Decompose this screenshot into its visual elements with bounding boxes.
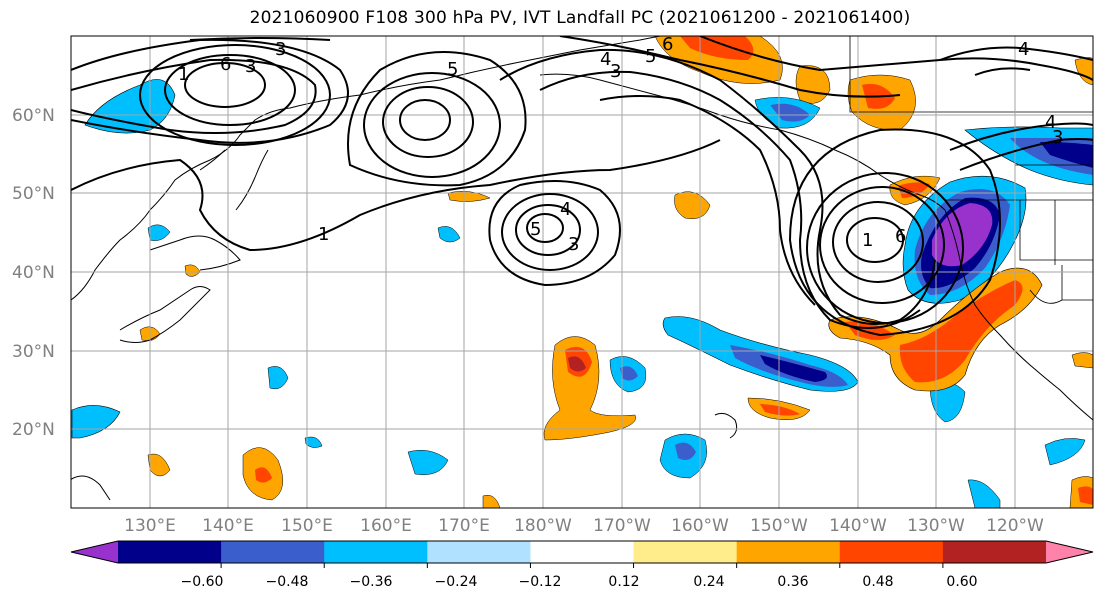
colorbar-segment [736, 541, 841, 563]
contour-label: 1 [862, 230, 873, 251]
contour-label: 1 [178, 64, 189, 85]
colorbar-segment [839, 541, 944, 563]
contour-label: 5 [645, 46, 656, 67]
political-boundaries [849, 36, 1093, 304]
colorbar-outline [70, 540, 1094, 564]
colorbar-tick-label: 0.48 [862, 574, 893, 590]
graticule [71, 36, 1093, 508]
contour-label: 3 [275, 39, 286, 60]
lon-label: 170°W [593, 516, 651, 536]
map-title: 2021060900 F108 300 hPa PV, IVT Landfall… [249, 8, 911, 28]
lat-label: 50°N [12, 184, 55, 204]
contour-label: 3 [610, 61, 621, 82]
latitude-labels: 60°N 50°N 40°N 30°N 20°N [12, 106, 55, 440]
lon-label: 130°W [907, 516, 965, 536]
contour-labels: 1 3 5 6 3 4 5 4 3 1 6 4 3 5 1 6 4 3 [178, 34, 1063, 255]
colorbar-tick-label: 0.12 [608, 574, 639, 590]
contour-label: 6 [220, 54, 231, 75]
colorbar-segment [530, 541, 635, 563]
colorbar-segment [324, 541, 428, 563]
contour-label: 5 [530, 219, 541, 240]
contour-label: 4 [1018, 39, 1029, 60]
colorbar-segment [221, 541, 325, 563]
lat-label: 40°N [12, 263, 55, 283]
lat-label: 60°N [12, 106, 55, 126]
lon-label: 180°W [514, 516, 572, 536]
colorbar-tick-label: −0.48 [266, 574, 309, 590]
colorbar-tick-labels: −0.60 −0.48 −0.36 −0.24 −0.12 0.12 0.24 … [181, 574, 978, 590]
contour-label: 5 [447, 59, 458, 80]
colorbar-tick-label: −0.12 [519, 574, 562, 590]
lon-label: 120°W [986, 516, 1044, 536]
contour-label: 3 [568, 234, 579, 255]
lon-label: 170°E [438, 516, 490, 536]
contour-label: 4 [560, 199, 571, 220]
lon-label: 150°E [281, 516, 333, 536]
lon-label: 140°E [202, 516, 254, 536]
colorbar-tick-label: −0.60 [181, 574, 224, 590]
contour-label: 3 [245, 56, 256, 77]
contour-label: 1 [318, 224, 329, 245]
colorbar-segment [427, 541, 531, 563]
lon-label: 150°W [750, 516, 808, 536]
lon-label: 130°E [124, 516, 176, 536]
colorbar-tick-label: 0.36 [777, 574, 808, 590]
map-border [70, 35, 1094, 509]
contour-label: 4 [1045, 112, 1056, 133]
lon-label: 140°W [829, 516, 887, 536]
colorbar-segment [633, 541, 738, 563]
colorbar [70, 540, 1094, 568]
lat-label: 20°N [12, 420, 55, 440]
colorbar-tick-label: −0.24 [435, 574, 478, 590]
colorbar-tick-label: 0.24 [693, 574, 724, 590]
colorbar-tick-label: −0.36 [350, 574, 393, 590]
colorbar-extend-max [1046, 541, 1093, 563]
contour-label: 3 [1052, 127, 1063, 148]
contour-label: 4 [600, 49, 611, 70]
pv-contours [71, 36, 1093, 337]
colorbar-tick-label: 0.60 [946, 574, 977, 590]
lat-label: 30°N [12, 342, 55, 362]
contour-label: 6 [895, 226, 906, 247]
longitude-labels: 130°E 140°E 150°E 160°E 170°E 180°W 170°… [124, 516, 1044, 536]
colorbar-extend-min [71, 541, 118, 563]
contour-label: 6 [662, 34, 673, 55]
lon-label: 160°E [360, 516, 412, 536]
lon-label: 160°W [671, 516, 729, 536]
colorbar-segment [118, 541, 222, 563]
colorbar-segment [942, 541, 1047, 563]
